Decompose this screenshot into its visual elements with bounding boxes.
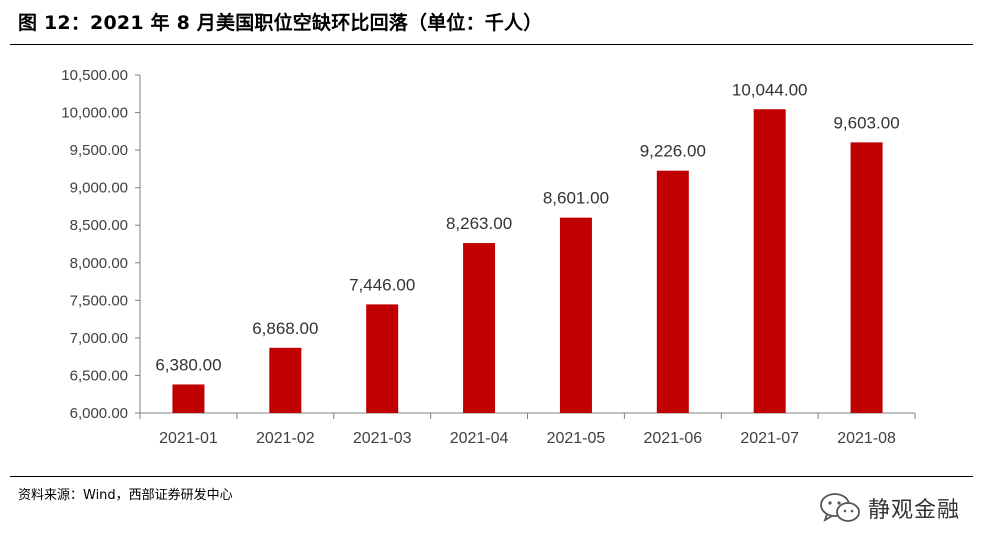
x-tick-label: 2021-06 (643, 430, 702, 447)
bar-2021-04 (463, 243, 496, 413)
x-tick-label: 2021-08 (837, 430, 896, 447)
wechat-icon (820, 493, 860, 522)
watermark: 静观金融 (818, 490, 960, 526)
data-label: 9,226.00 (640, 142, 706, 161)
data-label: 6,380.00 (155, 355, 221, 374)
bar-2021-06 (656, 170, 689, 413)
bottom-rule (10, 476, 973, 477)
data-label: 8,263.00 (446, 214, 512, 233)
figure-title: 图 12：2021 年 8 月美国职位空缺环比回落（单位：千人） (18, 12, 543, 34)
data-label: 9,603.00 (833, 113, 899, 132)
x-tick-label: 2021-07 (740, 430, 799, 447)
data-label: 7,446.00 (349, 275, 415, 294)
y-tick-label: 7,500.00 (70, 292, 128, 309)
x-tick-label: 2021-02 (256, 430, 315, 447)
y-tick-label: 8,500.00 (70, 217, 128, 234)
bar-2021-07 (753, 109, 786, 413)
watermark-text: 静观金融 (868, 498, 961, 523)
data-label: 6,868.00 (252, 319, 318, 338)
source-note: 资料来源：Wind，西部证券研发中心 (18, 488, 233, 503)
y-tick-label: 7,000.00 (70, 330, 128, 347)
bar-2021-01 (172, 384, 205, 413)
bar-2021-02 (269, 347, 302, 413)
x-tick-label: 2021-04 (450, 430, 509, 447)
y-tick-label: 8,000.00 (70, 255, 128, 272)
bar-2021-05 (559, 217, 592, 413)
y-tick-label: 6,000.00 (70, 405, 128, 422)
y-tick-label: 10,000.00 (61, 105, 128, 122)
data-label: 10,044.00 (732, 80, 808, 99)
bar-2021-08 (850, 142, 883, 413)
bar-2021-03 (366, 304, 399, 413)
data-label: 8,601.00 (543, 189, 609, 208)
x-tick-label: 2021-03 (353, 430, 412, 447)
y-tick-label: 9,000.00 (70, 180, 128, 197)
top-rule (10, 44, 973, 45)
y-tick-label: 6,500.00 (70, 367, 128, 384)
x-tick-label: 2021-05 (547, 430, 606, 447)
y-tick-label: 9,500.00 (70, 142, 128, 159)
x-tick-label: 2021-01 (159, 430, 218, 447)
bar-chart: 6,000.00 6,500.00 7,000.00 7,500.00 8,000.00… (61, 67, 916, 447)
y-tick-label: 10,500.00 (61, 67, 128, 84)
